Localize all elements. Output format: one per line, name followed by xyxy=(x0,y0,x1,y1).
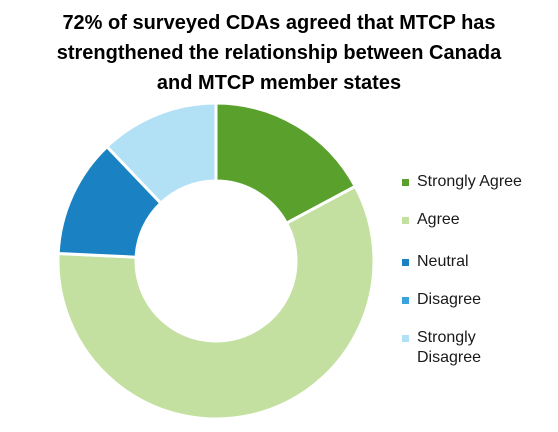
legend-item-disagree: Disagree xyxy=(402,290,527,310)
legend-label: Agree xyxy=(417,211,460,228)
legend-label: Disagree xyxy=(417,291,482,308)
chart-title: 72% of surveyed CDAs agreed that MTCP ha… xyxy=(56,12,502,94)
legend-swatch xyxy=(402,335,409,342)
slice-strongly-agree xyxy=(214,101,358,226)
legend-swatch xyxy=(402,179,409,186)
slice-strongly-disagree xyxy=(104,101,218,206)
legend-label: Neutral xyxy=(417,253,469,270)
legend-swatch xyxy=(402,259,409,266)
legend-item-neutral: Neutral xyxy=(402,252,527,272)
legend-item-agree: Agree xyxy=(402,210,527,230)
legend-label: Strongly Disagree xyxy=(417,329,482,366)
slice-agree xyxy=(56,184,376,421)
legend-item-strongly-agree: Strongly Agree xyxy=(402,172,527,192)
legend-swatch xyxy=(402,297,409,304)
legend-item-strongly-disagree: Strongly Disagree xyxy=(402,328,527,368)
legend-swatch xyxy=(402,217,409,224)
legend-label: Strongly Agree xyxy=(417,173,522,190)
